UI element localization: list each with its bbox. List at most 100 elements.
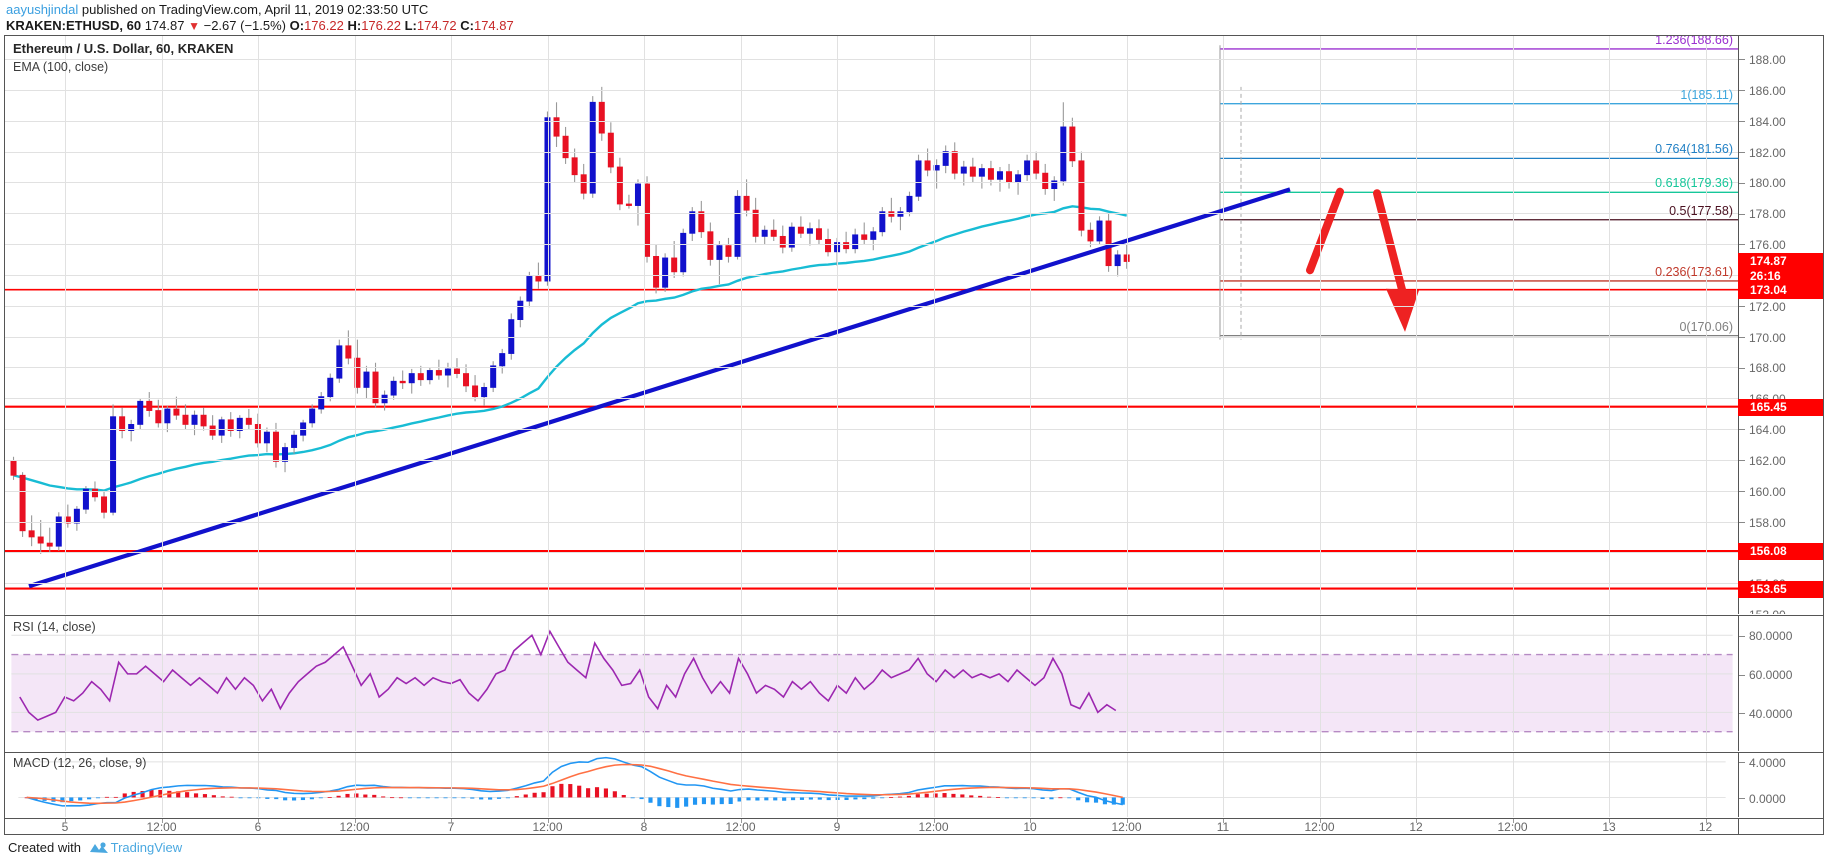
candle-body — [616, 166, 623, 205]
author-name[interactable]: aayushjindal — [6, 2, 79, 17]
macd-histogram-bar — [630, 797, 635, 799]
macd-histogram-bar — [274, 797, 279, 800]
macd-pane[interactable]: MACD (12, 26, close, 9) 4.0000 0.0000 — [5, 752, 1823, 817]
macd-histogram-bar — [906, 795, 911, 798]
price-axis-tick: 176.00 — [1739, 237, 1823, 252]
macd-histogram-bar — [577, 785, 582, 798]
macd-histogram-bar — [1093, 797, 1099, 803]
price-axis-tick: 170.00 — [1739, 330, 1823, 344]
last-price: 174.87 — [144, 18, 185, 33]
candle-body — [137, 400, 144, 425]
macd-histogram-bar — [95, 797, 101, 799]
vertical-gridline — [258, 36, 259, 614]
time-axis-label: 12:00 — [146, 820, 177, 834]
fib-level-label: 1.236(188.66) — [1655, 36, 1733, 47]
macd-histogram-bar — [692, 797, 698, 805]
macd-histogram-bar — [407, 797, 412, 799]
down-triangle-icon: ▼ — [188, 19, 200, 33]
rsi-study-label: RSI (14, close) — [13, 620, 96, 634]
price-axis-tick: 162.00 — [1739, 453, 1823, 468]
price-scale[interactable]: 188.00 186.00 184.00 182.00 180.00 178.00 176.… — [1738, 36, 1823, 614]
high-value: 176.22 — [361, 18, 401, 33]
candle-body — [996, 171, 1003, 180]
candle-body — [354, 357, 361, 388]
candle-body — [1024, 160, 1031, 176]
candle-body — [987, 168, 994, 180]
vertical-gridline — [740, 616, 742, 751]
macd-histogram-bar — [131, 791, 136, 798]
macd-histogram-bar — [541, 792, 546, 798]
macd-histogram-bar — [390, 797, 395, 799]
macd-histogram-bar — [167, 790, 172, 798]
macd-histogram-bar — [318, 797, 323, 799]
candle-body — [164, 408, 171, 424]
macd-scale[interactable]: 4.0000 0.0000 — [1738, 753, 1823, 817]
vertical-gridline — [740, 36, 742, 614]
candle-body — [1015, 174, 1022, 183]
vertical-gridline — [161, 616, 163, 751]
candle-body — [444, 368, 451, 376]
vertical-gridline — [1126, 753, 1128, 817]
candle-body — [734, 195, 741, 257]
candle-body — [110, 416, 117, 513]
candle-body — [46, 542, 53, 547]
price-axis-tick: 172.00 — [1739, 299, 1823, 314]
candle-body — [770, 229, 777, 237]
vertical-gridline — [1030, 616, 1031, 751]
time-axis[interactable]: 5 12:00 6 12:00 7 12:00 8 12:00 9 12:00 10 12:00 11 1… — [5, 818, 1823, 835]
macd-histogram-bar — [987, 796, 992, 798]
macd-histogram-bar — [229, 796, 234, 798]
candle-body — [209, 425, 216, 436]
macd-histogram-bar — [790, 797, 796, 801]
time-axis-label: 10 — [1023, 820, 1037, 834]
macd-histogram-bar — [532, 792, 537, 798]
rsi-plot-area[interactable]: RSI (14, close) — [5, 616, 1739, 751]
symbol-label[interactable]: KRAKEN:ETHUSD, 60 — [6, 18, 142, 33]
time-axis-tick — [1126, 819, 1128, 823]
candle-body — [634, 183, 641, 206]
price-gridline — [5, 151, 1739, 153]
vertical-gridline — [1223, 36, 1224, 614]
price-gridline — [5, 213, 1739, 215]
macd-histogram-bar — [363, 794, 368, 798]
last-price-badge: 174.87 — [1738, 253, 1823, 271]
footer-brand[interactable]: TradingView — [110, 840, 183, 855]
price-gridline — [5, 182, 1739, 184]
chart-frame[interactable]: Ethereum / U.S. Dollar, 60, KRAKEN EMA (… — [4, 35, 1824, 835]
candle-body — [291, 434, 298, 448]
rsi-pane[interactable]: RSI (14, close) 80.0000 60.0000 40.0000 — [5, 615, 1823, 751]
macd-axis-tick: 4.0000 — [1739, 755, 1823, 770]
macd-histogram-bar — [87, 797, 92, 800]
macd-study-label: MACD (12, 26, close, 9) — [13, 756, 147, 770]
candle-body — [951, 151, 958, 174]
time-axis-label: 11 — [1216, 820, 1230, 834]
time-axis-tick — [837, 819, 838, 823]
time-axis-tick — [1319, 819, 1321, 823]
time-axis-tick — [1512, 819, 1514, 823]
candle-body — [924, 160, 931, 171]
candle-body — [453, 368, 460, 374]
macd-histogram-bar — [612, 791, 617, 798]
vertical-gridline — [1126, 616, 1128, 751]
candle-body — [472, 385, 479, 398]
macd-histogram-bar — [247, 797, 252, 799]
candle-body — [10, 461, 17, 476]
price-pane[interactable]: Ethereum / U.S. Dollar, 60, KRAKEN EMA (… — [5, 36, 1823, 614]
vertical-gridline — [258, 753, 259, 817]
macd-histogram-bar — [924, 793, 929, 798]
macd-histogram-bar — [764, 797, 769, 801]
macd-histogram-bar — [897, 796, 903, 798]
candle-body — [263, 431, 270, 444]
rsi-scale[interactable]: 80.0000 60.0000 40.0000 — [1738, 616, 1823, 751]
candle-body — [698, 211, 705, 233]
macd-histogram-bar — [995, 797, 1001, 798]
footer-created-label: Created with — [8, 840, 81, 855]
macd-signal-line — [26, 763, 1123, 805]
candle-body — [1006, 171, 1013, 183]
macd-histogram-bar — [425, 797, 430, 799]
macd-histogram-bar — [978, 795, 983, 798]
macd-plot-area[interactable]: MACD (12, 26, close, 9) — [5, 753, 1739, 817]
price-gridline — [5, 429, 1739, 431]
price-plot-area[interactable]: Ethereum / U.S. Dollar, 60, KRAKEN EMA (… — [5, 36, 1739, 614]
time-axis-label: 12:00 — [1111, 820, 1142, 834]
